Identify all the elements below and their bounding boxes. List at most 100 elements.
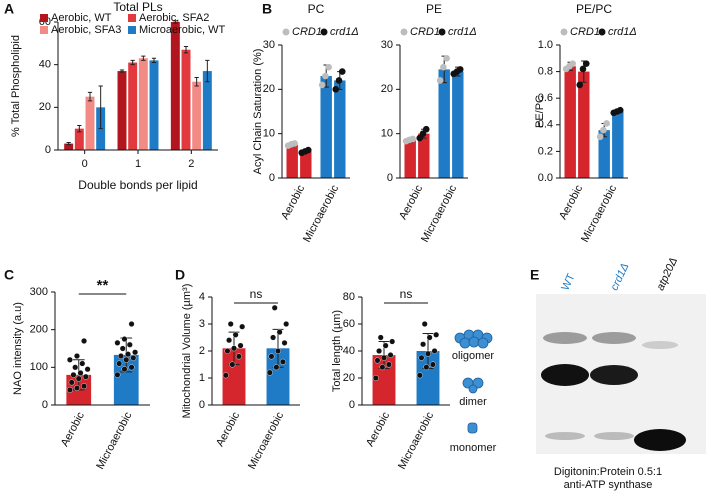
data-point [332, 86, 340, 93]
error-bar [77, 124, 82, 133]
panel-letter: E [530, 267, 539, 283]
legend-label: crd1Δ [608, 26, 637, 38]
blot-panel: E WT crd1Δ atp20Δ oligomer dimer monomer… [450, 256, 706, 491]
y-tick-label: 40 [343, 345, 355, 357]
data-point [75, 375, 82, 382]
y-axis-label: % Total Phospholipid [10, 35, 22, 137]
bar [438, 69, 450, 178]
data-point [372, 375, 379, 382]
data-point [237, 342, 244, 349]
data-point [227, 321, 234, 328]
data-point [276, 329, 283, 336]
data-point [425, 350, 432, 357]
bar [334, 80, 346, 178]
y-axis-label: Acyl Chain Saturation (%) [252, 49, 264, 175]
legend-swatch [128, 26, 136, 34]
data-point [222, 372, 229, 379]
data-point [271, 304, 278, 311]
data-point [603, 120, 610, 127]
data-point [128, 364, 135, 371]
data-point [275, 348, 282, 355]
data-point [616, 106, 624, 114]
band [594, 432, 634, 440]
data-point [72, 364, 79, 371]
data-point [73, 385, 80, 392]
band [590, 365, 638, 385]
bar [181, 49, 191, 150]
data-point [273, 364, 280, 371]
error-bar [194, 76, 199, 87]
legend-swatch [40, 26, 48, 34]
data-point [456, 66, 464, 73]
bar [564, 66, 576, 178]
significance-label: ns [250, 287, 263, 301]
y-tick-label: 0 [199, 399, 205, 411]
data-point [422, 125, 430, 133]
x-tick-label: Microaerobic [301, 183, 341, 245]
panel-letter: A [4, 1, 14, 17]
y-axis-label: Total length (µm) [331, 310, 343, 392]
bar [170, 22, 180, 150]
data-point [338, 68, 346, 75]
data-point [66, 386, 73, 393]
data-point [423, 364, 430, 371]
x-tick-label: Aerobic [59, 410, 87, 449]
panel-letter: B [262, 1, 272, 17]
data-point [304, 146, 312, 154]
data-point [385, 361, 392, 368]
y-tick-label: 0 [45, 144, 51, 156]
lane-label: crd1Δ [608, 261, 631, 292]
y-axis-label: Mitochondrial Volume (µm³) [181, 284, 193, 419]
bar [222, 348, 246, 405]
data-point [132, 349, 139, 356]
x-tick-label: Microaerobic [396, 410, 436, 472]
y-tick-label: 2 [199, 345, 205, 357]
data-point [596, 133, 604, 141]
data-point [579, 65, 587, 73]
x-tick-label: Aerobic [364, 410, 392, 449]
data-point [116, 360, 123, 367]
y-tick-label: 10 [381, 128, 393, 140]
bar [320, 76, 332, 178]
error-bar [98, 85, 103, 130]
data-point [382, 342, 389, 349]
y-tick-label: 60 [343, 318, 355, 330]
bar [85, 96, 95, 150]
data-point [440, 63, 447, 71]
legend-label: CRD1 [410, 26, 440, 38]
y-tick-label: 1.0 [538, 39, 553, 51]
data-point [79, 360, 86, 367]
y-tick-label: 20 [381, 83, 393, 95]
x-tick-label: Microaerobic [94, 410, 134, 472]
x-tick-label: Aerobic [214, 410, 242, 449]
error-bar [183, 46, 189, 54]
data-point [68, 379, 75, 386]
significance-label: ** [97, 277, 109, 294]
chart-title: PE/PC [576, 2, 612, 16]
x-tick-label: Aerobic [557, 183, 585, 222]
data-point [433, 331, 440, 338]
data-point [229, 361, 236, 368]
band [592, 332, 636, 344]
data-point [381, 354, 388, 361]
data-point [119, 345, 126, 352]
data-point [409, 135, 416, 143]
bar [64, 143, 74, 150]
legend-label: Aerobic, SFA3 [51, 24, 121, 36]
y-tick-label: 80 [343, 291, 355, 303]
x-tick-label: 0 [82, 158, 88, 170]
error-bar [66, 142, 71, 146]
legend-label: Microaerobic, WT [139, 24, 225, 36]
bar [598, 130, 610, 178]
bar [149, 60, 159, 150]
y-axis-label: PE/PC [534, 95, 546, 128]
data-point [325, 63, 332, 71]
data-point [318, 81, 326, 89]
data-point [114, 339, 121, 346]
error-bar [205, 59, 210, 83]
species-label: monomer [450, 442, 497, 454]
bar [578, 71, 590, 178]
data-point [84, 366, 91, 373]
y-tick-label: 0.6 [538, 92, 553, 104]
